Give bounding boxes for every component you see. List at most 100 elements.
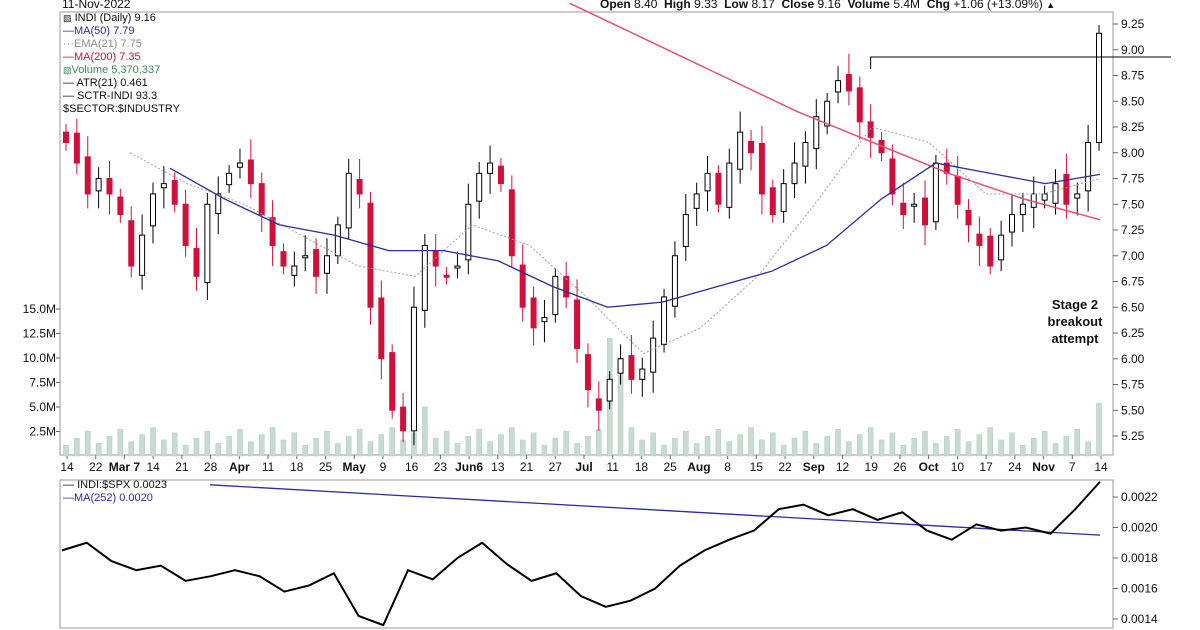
open-value: 8.40 (634, 0, 658, 11)
candle-body (802, 141, 809, 167)
legend-ratio-ma: MA(252) 0.0020 (74, 492, 153, 504)
volume-bar (476, 429, 482, 457)
volume-bar (389, 427, 395, 457)
price-y-tick-label: 9.25 (1121, 17, 1145, 31)
candle-body (117, 196, 124, 216)
candle-body (236, 162, 243, 168)
ma50-swatch-icon: — (63, 25, 74, 37)
chart-type-icon: ▧ (63, 13, 72, 23)
legend-sctr: SCTR-INDI 93.3 (77, 90, 158, 102)
candle-body (454, 265, 461, 269)
volume-value: 5.4M (893, 0, 921, 11)
price-y-tick-label: 9.00 (1121, 43, 1145, 57)
candle-body (704, 172, 711, 192)
x-tick-label: Apr (229, 460, 250, 474)
volume-bar (954, 429, 961, 457)
volume-bar (291, 432, 298, 457)
legend-volume: Volume 5,370,337 (71, 64, 161, 76)
volume-bar (454, 443, 461, 457)
annotation-line-1: Stage 2 (1051, 297, 1099, 312)
volume-bar (889, 432, 896, 457)
candle-body (204, 203, 211, 284)
price-y-tick-label: 6.75 (1121, 275, 1145, 289)
volume-bar (422, 406, 428, 457)
low-label: Low (724, 0, 749, 11)
ma50-line (169, 162, 1101, 308)
volume-bar (432, 437, 439, 457)
candle-body (139, 234, 146, 276)
volume-bar (933, 443, 939, 457)
candle-body (563, 275, 570, 298)
candle-body (421, 244, 428, 311)
candle-body (813, 116, 820, 150)
legend-ma200: MA(200) 7.35 (74, 51, 141, 63)
candle-body (291, 265, 298, 276)
candle-body (378, 297, 385, 360)
volume-bar (1063, 436, 1070, 457)
up-triangle-icon: ▲ (1046, 0, 1056, 10)
volume-bar (770, 432, 776, 457)
volume-bar (911, 437, 917, 457)
volume-y-tick-label: 7.5M (29, 376, 56, 390)
volume-bar (509, 427, 515, 457)
x-tick-label: 25 (663, 460, 677, 474)
candle-body (987, 235, 994, 267)
volume-bar (846, 441, 852, 457)
x-tick-label: 10 (951, 460, 965, 474)
volume-bar (95, 443, 102, 457)
volume-bar (345, 436, 352, 457)
candle-body (1074, 193, 1081, 199)
volume-bar (1041, 430, 1048, 457)
candle-body (432, 251, 439, 267)
candle-body (410, 306, 417, 432)
volume-bar (661, 444, 667, 457)
volume-bar (356, 429, 363, 457)
x-tick-label: 14 (146, 460, 160, 474)
volume-bar (335, 443, 341, 457)
atr-swatch-icon: — (63, 77, 74, 89)
volume-bar (215, 443, 221, 457)
volume-bar (541, 444, 548, 457)
volume-bar (302, 444, 308, 457)
candle-body (998, 234, 1005, 261)
volume-bar (585, 436, 591, 457)
candle-body (247, 159, 254, 185)
close-label: Close (781, 0, 815, 11)
volume-bar (824, 436, 830, 457)
x-tick-label: 9 (380, 460, 387, 474)
candle-body (313, 249, 320, 277)
volume-bar (552, 437, 559, 457)
price-legend: ▧ INDI (Daily) 9.16 —MA(50) 7.79 ···EMA(… (63, 12, 180, 116)
x-tick-label: 14 (60, 460, 74, 474)
x-tick-label: 22 (778, 460, 792, 474)
candle-body (606, 378, 613, 402)
candle-body (226, 172, 233, 186)
volume-bar (639, 439, 646, 457)
x-tick-label: 28 (204, 460, 218, 474)
candle-body (584, 354, 591, 391)
volume-bar (150, 427, 156, 457)
volume-bar (704, 436, 711, 457)
legend-ma50: MA(50) 7.79 (74, 25, 135, 37)
candle-body (84, 156, 91, 195)
price-y-tick-label: 8.25 (1121, 120, 1145, 134)
chg-label: Chg (926, 0, 951, 11)
x-tick-label: 26 (893, 460, 907, 474)
volume-bar (1085, 441, 1091, 457)
volume-bar (139, 434, 145, 457)
candle-body (443, 274, 450, 278)
candle-body (1085, 141, 1092, 192)
candle-body (508, 189, 515, 257)
volume-bar (737, 434, 743, 457)
annotation-line-3: attempt (1051, 331, 1099, 346)
candle-body (867, 121, 874, 138)
candle-body (258, 183, 265, 216)
volume-bar (106, 436, 113, 457)
x-tick-label: 24 (1008, 460, 1022, 474)
rs-y-tick-label: 0.0016 (1121, 582, 1158, 596)
legend-sector: $SECTOR:$INDUSTRY (63, 103, 180, 115)
rs-y-tick-label: 0.0020 (1121, 521, 1158, 535)
candle-body (302, 255, 309, 259)
candle-body (791, 162, 798, 185)
